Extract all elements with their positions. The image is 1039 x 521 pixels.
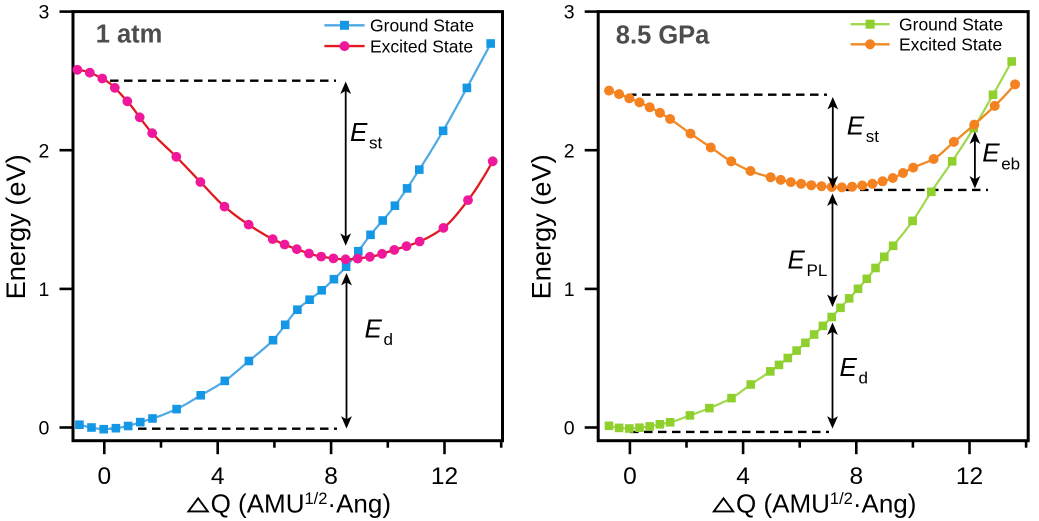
svg-text:Energy (eV): Energy (eV) bbox=[0, 154, 31, 299]
svg-text:3: 3 bbox=[564, 2, 575, 24]
svg-text:E: E bbox=[847, 111, 865, 141]
svg-text:E: E bbox=[788, 245, 806, 275]
svg-text:1 atm: 1 atm bbox=[96, 21, 163, 49]
svg-text:4: 4 bbox=[211, 463, 225, 490]
svg-text:E: E bbox=[365, 314, 383, 344]
svg-text:Excited State: Excited State bbox=[370, 36, 473, 56]
svg-text:eb: eb bbox=[1001, 154, 1020, 173]
svg-text:PL: PL bbox=[807, 261, 828, 280]
svg-text:Q (AMU1/2·Ang): Q (AMU1/2·Ang) bbox=[211, 489, 391, 519]
svg-text:12: 12 bbox=[431, 463, 458, 490]
svg-text:Ground State: Ground State bbox=[370, 16, 474, 36]
svg-text:8: 8 bbox=[324, 463, 338, 490]
svg-text:0: 0 bbox=[97, 463, 111, 490]
svg-text:st: st bbox=[866, 127, 880, 146]
svg-text:1: 1 bbox=[564, 279, 575, 301]
svg-text:E: E bbox=[840, 352, 858, 382]
svg-text:4: 4 bbox=[736, 463, 750, 490]
svg-text:0: 0 bbox=[39, 418, 50, 440]
svg-text:8.5 GPa: 8.5 GPa bbox=[616, 21, 710, 49]
svg-text:3: 3 bbox=[39, 2, 50, 24]
svg-text:Ground State: Ground State bbox=[899, 15, 1003, 35]
svg-text:0: 0 bbox=[564, 418, 575, 440]
svg-text:1: 1 bbox=[39, 279, 50, 301]
svg-text:Energy (eV): Energy (eV) bbox=[525, 154, 556, 299]
svg-text:E: E bbox=[350, 117, 368, 147]
svg-text:st: st bbox=[369, 134, 383, 153]
svg-text:8: 8 bbox=[849, 463, 863, 490]
svg-text:2: 2 bbox=[39, 140, 50, 162]
svg-text:d: d bbox=[384, 330, 393, 349]
svg-text:d: d bbox=[859, 368, 868, 387]
svg-text:12: 12 bbox=[956, 463, 983, 490]
svg-text:Q (AMU1/2·Ang): Q (AMU1/2·Ang) bbox=[736, 489, 916, 519]
svg-text:Excited State: Excited State bbox=[899, 35, 1002, 55]
svg-text:2: 2 bbox=[564, 140, 575, 162]
svg-text:E: E bbox=[982, 138, 1000, 168]
svg-text:0: 0 bbox=[623, 463, 637, 490]
